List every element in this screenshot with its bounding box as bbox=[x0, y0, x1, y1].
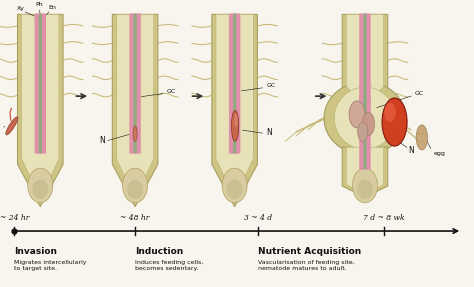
FancyBboxPatch shape bbox=[359, 95, 367, 170]
FancyBboxPatch shape bbox=[39, 14, 42, 153]
Text: 3 ~ 4 d: 3 ~ 4 d bbox=[244, 214, 273, 222]
PathPatch shape bbox=[212, 14, 257, 207]
FancyBboxPatch shape bbox=[233, 14, 236, 153]
Ellipse shape bbox=[362, 113, 374, 135]
FancyBboxPatch shape bbox=[229, 13, 237, 154]
Ellipse shape bbox=[127, 180, 143, 199]
Text: Vascularisation of feeding site,
nematode matures to adult.: Vascularisation of feeding site, nematod… bbox=[258, 260, 355, 271]
Ellipse shape bbox=[384, 103, 396, 122]
Ellipse shape bbox=[357, 122, 368, 141]
FancyBboxPatch shape bbox=[134, 14, 137, 153]
FancyBboxPatch shape bbox=[364, 14, 366, 105]
PathPatch shape bbox=[342, 14, 388, 110]
Ellipse shape bbox=[231, 110, 239, 141]
FancyBboxPatch shape bbox=[133, 13, 141, 154]
Text: GC: GC bbox=[415, 91, 424, 96]
PathPatch shape bbox=[342, 147, 388, 197]
FancyBboxPatch shape bbox=[363, 95, 371, 170]
PathPatch shape bbox=[346, 147, 383, 195]
PathPatch shape bbox=[346, 14, 383, 107]
Circle shape bbox=[418, 133, 419, 134]
Ellipse shape bbox=[222, 168, 247, 203]
PathPatch shape bbox=[216, 14, 253, 199]
PathPatch shape bbox=[18, 14, 63, 207]
Text: Migrates intercellularly
to target site.: Migrates intercellularly to target site. bbox=[14, 260, 87, 271]
Ellipse shape bbox=[334, 87, 396, 149]
FancyBboxPatch shape bbox=[233, 13, 240, 154]
Text: Nutrient Acquisition: Nutrient Acquisition bbox=[258, 247, 362, 256]
Circle shape bbox=[422, 133, 423, 134]
Text: ~ 24 hr: ~ 24 hr bbox=[0, 214, 29, 222]
Text: Ph: Ph bbox=[36, 2, 43, 7]
Text: Invasion: Invasion bbox=[14, 247, 57, 256]
Circle shape bbox=[422, 140, 423, 141]
Text: N: N bbox=[99, 136, 105, 145]
Text: Xy: Xy bbox=[17, 6, 25, 11]
Ellipse shape bbox=[234, 113, 237, 127]
Text: GC: GC bbox=[266, 84, 276, 88]
Ellipse shape bbox=[28, 168, 53, 203]
Text: N: N bbox=[408, 146, 414, 155]
FancyBboxPatch shape bbox=[359, 13, 367, 106]
PathPatch shape bbox=[112, 14, 158, 207]
Ellipse shape bbox=[123, 168, 147, 203]
Ellipse shape bbox=[227, 180, 243, 199]
Ellipse shape bbox=[382, 98, 407, 146]
Ellipse shape bbox=[353, 168, 377, 203]
Text: Induces feeding cells,
becomes sedentary.: Induces feeding cells, becomes sedentary… bbox=[135, 260, 203, 271]
FancyBboxPatch shape bbox=[363, 13, 371, 106]
PathPatch shape bbox=[117, 14, 154, 199]
Text: N: N bbox=[266, 129, 272, 137]
FancyBboxPatch shape bbox=[35, 13, 42, 154]
Ellipse shape bbox=[32, 180, 48, 199]
FancyBboxPatch shape bbox=[38, 13, 46, 154]
Ellipse shape bbox=[349, 101, 365, 128]
Text: egg: egg bbox=[433, 151, 445, 156]
Ellipse shape bbox=[357, 180, 373, 199]
Circle shape bbox=[418, 140, 419, 141]
FancyBboxPatch shape bbox=[364, 96, 366, 169]
Text: ~ 48 hr: ~ 48 hr bbox=[120, 214, 150, 222]
Text: 7 d ~ 8 wk: 7 d ~ 8 wk bbox=[363, 214, 405, 222]
Text: En: En bbox=[48, 5, 56, 9]
Text: GC: GC bbox=[167, 89, 176, 94]
Ellipse shape bbox=[416, 125, 428, 150]
Ellipse shape bbox=[6, 117, 18, 135]
Ellipse shape bbox=[324, 82, 406, 155]
PathPatch shape bbox=[22, 14, 59, 199]
FancyBboxPatch shape bbox=[129, 13, 137, 154]
Text: Induction: Induction bbox=[135, 247, 183, 256]
Ellipse shape bbox=[133, 126, 137, 141]
